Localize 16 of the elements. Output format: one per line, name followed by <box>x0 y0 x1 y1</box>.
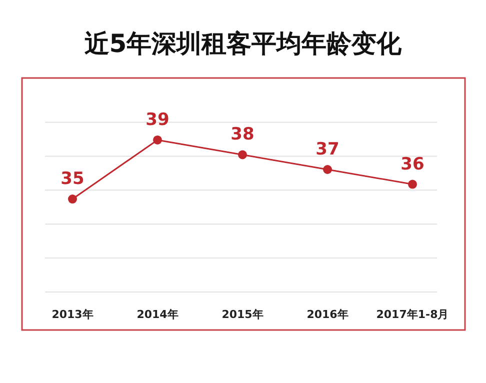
point <box>323 165 332 174</box>
data-label: 36 <box>400 154 424 174</box>
x-tick-label: 2015年 <box>222 308 264 321</box>
data-label: 35 <box>60 169 84 190</box>
data-label: 38 <box>230 124 254 145</box>
x-tick-label: 2013年 <box>52 308 94 321</box>
point <box>68 194 77 204</box>
point <box>238 150 247 160</box>
point <box>408 180 417 189</box>
x-tick-label: 2014年 <box>136 308 178 321</box>
data-label: 37 <box>316 140 340 160</box>
chart-title: 近5年深圳租客平均年龄变化 <box>84 29 403 58</box>
point <box>153 135 162 144</box>
x-tick-label: 2017年1-8月 <box>376 308 449 321</box>
data-label: 39 <box>146 110 170 130</box>
x-tick-label: 2016年 <box>306 308 348 321</box>
